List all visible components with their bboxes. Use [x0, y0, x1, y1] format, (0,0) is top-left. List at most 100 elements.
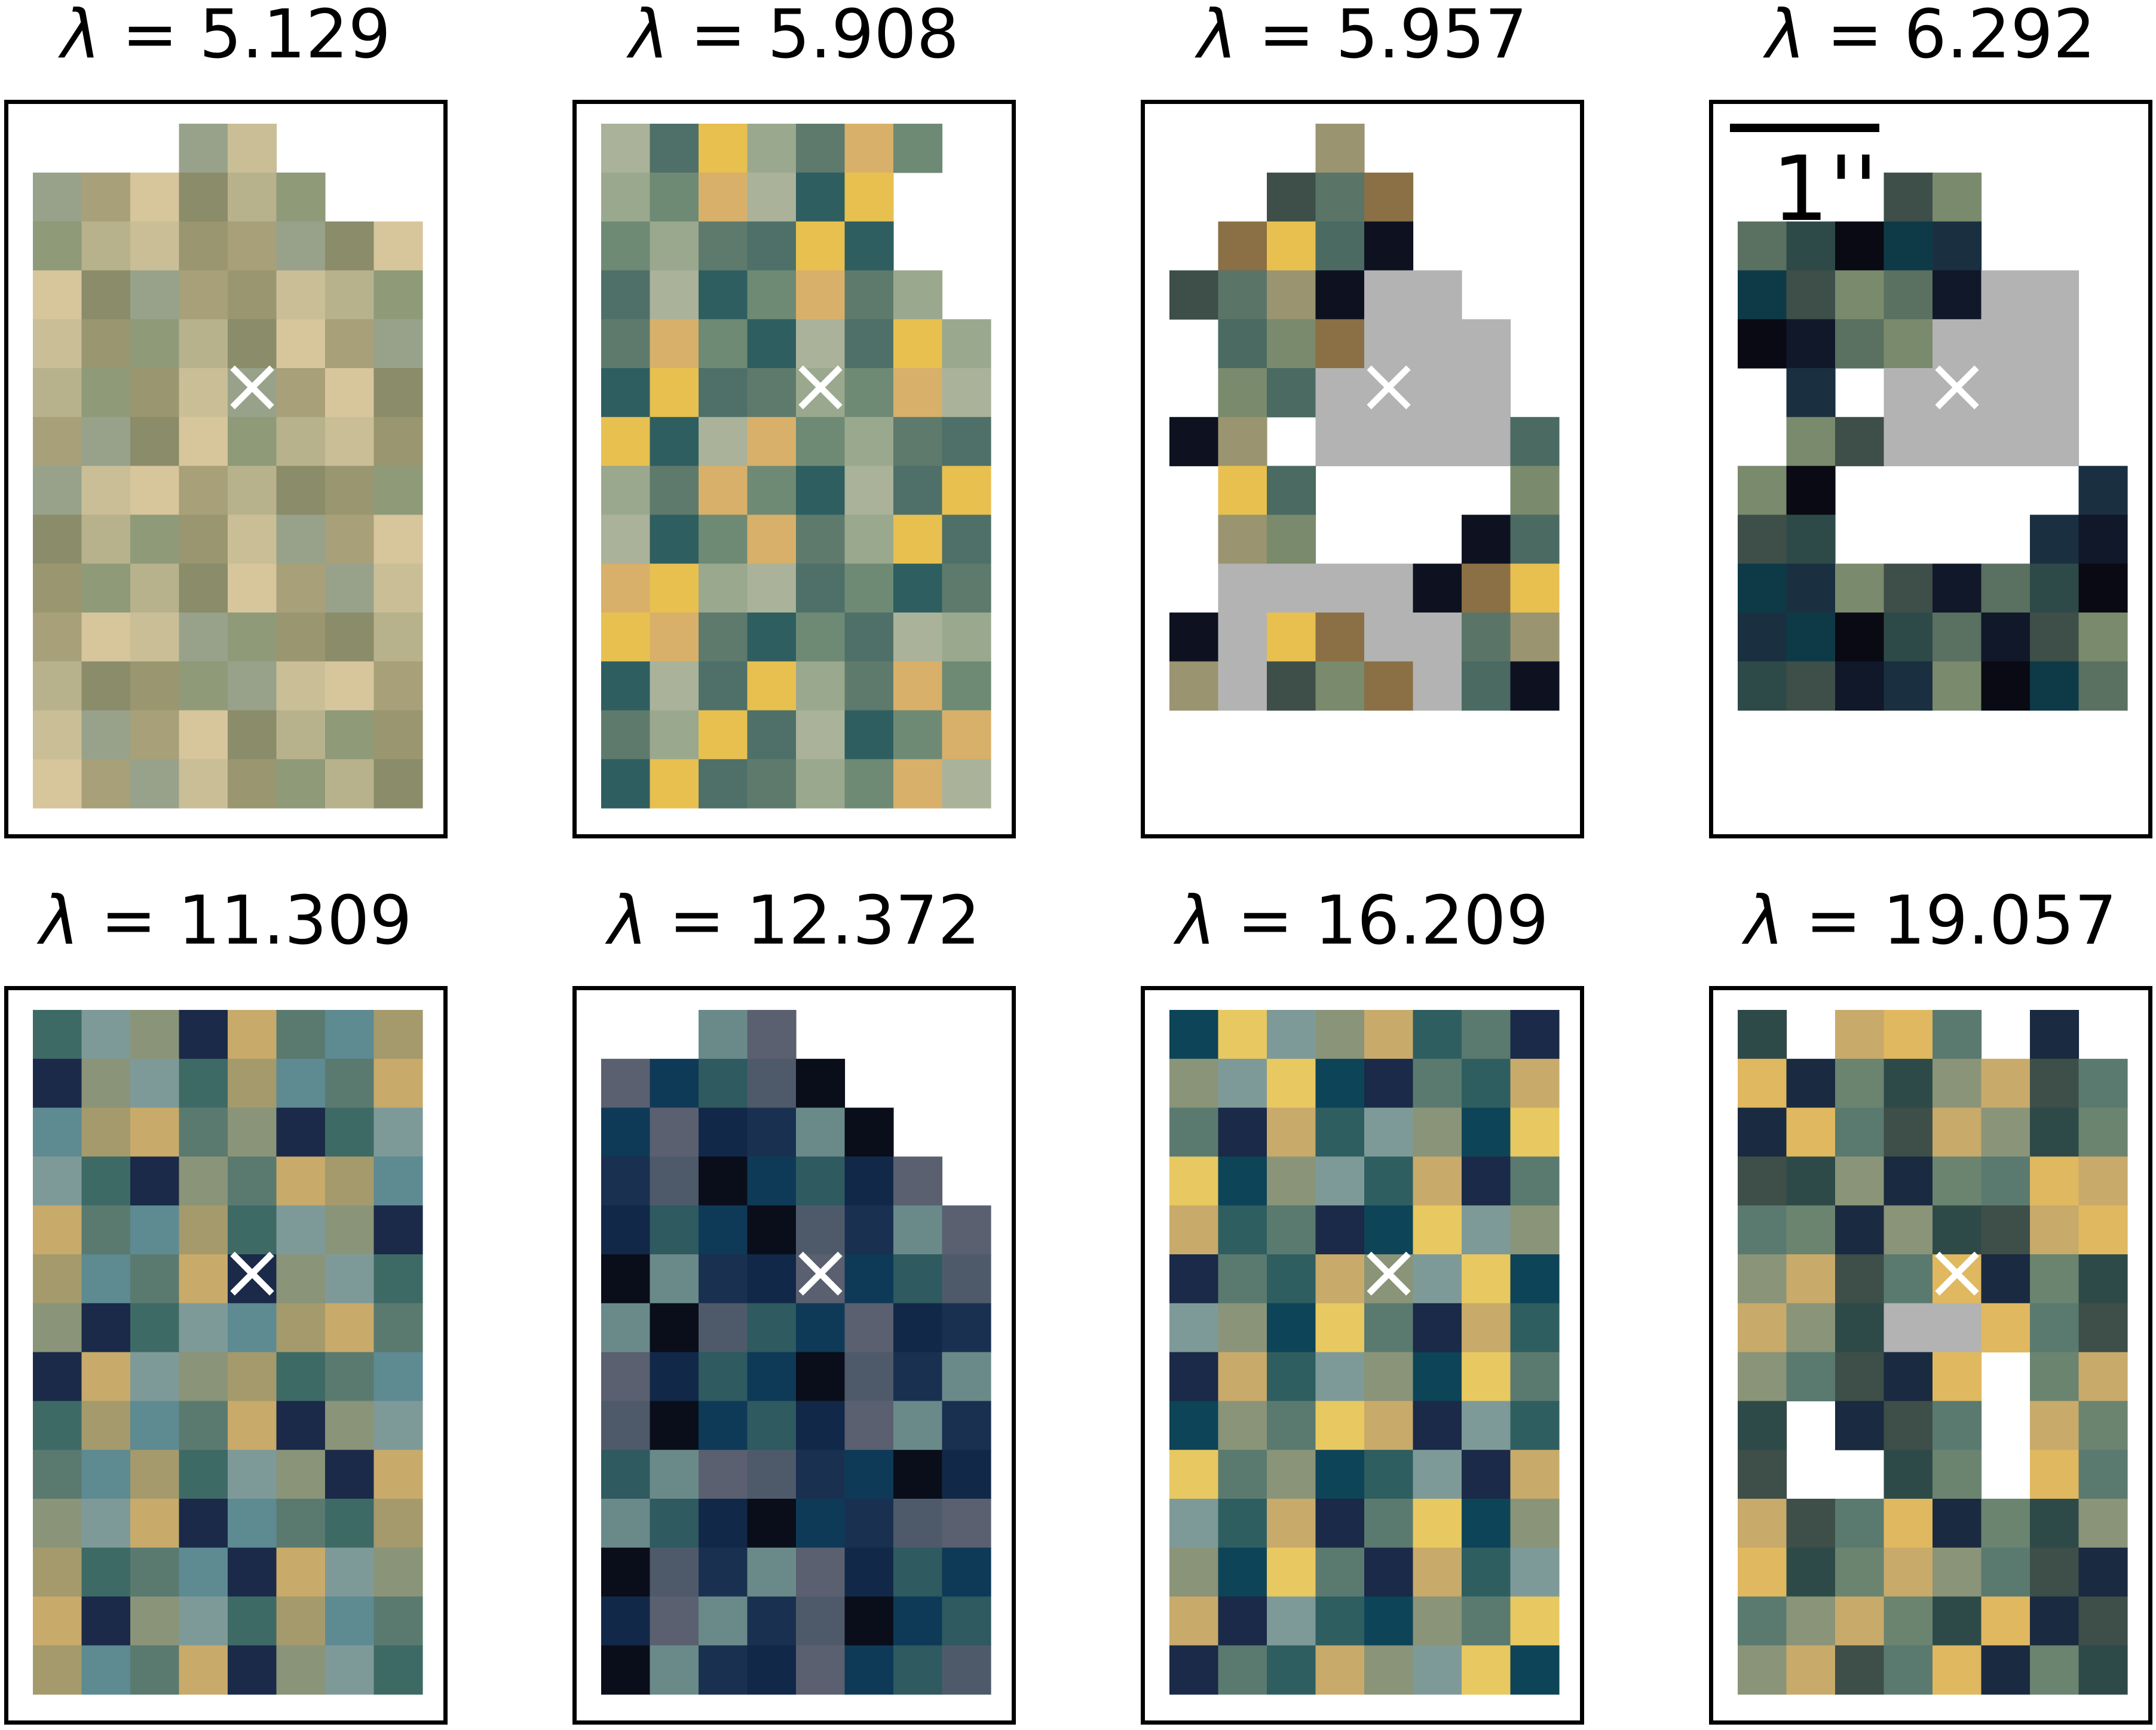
pixel-cell [276, 613, 326, 662]
pixel-cell [373, 613, 423, 662]
pixel-cell [130, 1450, 180, 1499]
pixel-cell [1933, 1156, 1982, 1206]
pixel-cell [81, 661, 131, 711]
pixel-cell [1510, 564, 1560, 613]
pixel-cell [747, 1010, 797, 1060]
pixel-cell [650, 1645, 699, 1695]
pixel-cell [33, 1645, 82, 1695]
pixel-cell [893, 1401, 943, 1450]
pixel-cell [1218, 1547, 1267, 1597]
pixel-cell [1933, 661, 1982, 711]
pixel-cell [325, 368, 375, 418]
pixel-cell [81, 1254, 131, 1304]
pixel-cell [1884, 319, 1933, 369]
pixel-cell [893, 613, 943, 662]
pixel-cell [1786, 1107, 1836, 1157]
pixel-cell [1218, 564, 1267, 613]
pixel-cell [1267, 1205, 1316, 1255]
pixel-cell [1267, 564, 1316, 613]
pixel-cell [1462, 1596, 1511, 1646]
pixel-cell [1738, 515, 1787, 564]
pixel-cell [1933, 1401, 1982, 1450]
pixel-cell [747, 417, 797, 467]
pixel-cell [1462, 1645, 1511, 1695]
pixel-cell [796, 221, 846, 271]
pixel-cell [601, 1499, 651, 1548]
pixel-cell [373, 1352, 423, 1401]
pixel-cell [796, 270, 846, 320]
pixel-cell [1218, 1303, 1267, 1353]
pixel-cell [942, 368, 991, 418]
pixel-cell [1510, 515, 1560, 564]
pixel-cell [601, 613, 651, 662]
lambda-value: 5.908 [767, 0, 959, 74]
pixel-cell [747, 1058, 797, 1109]
pixel-cell [179, 124, 228, 173]
pixel-cell [1462, 1352, 1511, 1401]
pixel-cell [1413, 270, 1462, 320]
pixel-cell [1218, 1107, 1267, 1157]
pixel-cell [1981, 1107, 2031, 1157]
pixel-cell [33, 1303, 82, 1353]
pixel-cell [1169, 1303, 1219, 1353]
pixel-cell [796, 564, 846, 613]
pixel-cell [1933, 1547, 1982, 1597]
pixel-cell [325, 1596, 375, 1646]
pixel-cell [650, 515, 699, 564]
pixel-cell [942, 466, 991, 515]
pixel-cell [1364, 1205, 1414, 1255]
pixel-cell [893, 319, 943, 369]
pixel-cell [228, 1010, 277, 1060]
pixel-cell [325, 319, 375, 369]
pixel-cell [276, 1010, 326, 1060]
pixel-cell [1267, 319, 1316, 369]
pixel-cell [1169, 270, 1219, 320]
pixel-cell [373, 1303, 423, 1353]
pixel-cell [1462, 564, 1511, 613]
pixel-cell [844, 1596, 894, 1646]
pixel-cell [844, 221, 894, 271]
lambda-value: 12.372 [746, 882, 981, 960]
pixel-cell [1267, 1401, 1316, 1450]
pixel-cell [1510, 661, 1560, 711]
pixel-cell [1510, 1156, 1560, 1206]
pixel-grid [1169, 1010, 1560, 1695]
pixel-cell [601, 221, 651, 271]
pixel-cell [1933, 1010, 1982, 1060]
pixel-cell [2030, 515, 2080, 564]
pixel-cell [699, 368, 748, 418]
panel-title: λ = 5.908 [572, 1, 1016, 68]
pixel-cell [1267, 221, 1316, 271]
pixel-cell [1786, 1058, 1836, 1109]
pixel-cell [1510, 1352, 1560, 1401]
pixel-cell [325, 1058, 375, 1109]
pixel-cell [893, 1450, 943, 1499]
pixel-cell [130, 466, 180, 515]
pixel-cell [601, 172, 651, 222]
pixel-cell [747, 172, 797, 222]
pixel-cell [1510, 613, 1560, 662]
pixel-cell [81, 564, 131, 613]
pixel-cell [1364, 1352, 1414, 1401]
pixel-cell [601, 710, 651, 760]
pixel-cell [228, 368, 277, 418]
pixel-cell [33, 1107, 82, 1157]
pixel-cell [796, 1107, 846, 1157]
pixel-cell [844, 759, 894, 809]
pixel-cell [1738, 1401, 1787, 1450]
pixel-cell [1315, 1401, 1365, 1450]
pixel-cell [1315, 270, 1365, 320]
pixel-cell [1267, 1352, 1316, 1401]
pixel-cell [1884, 1352, 1933, 1401]
pixel-cell [1835, 1401, 1885, 1450]
pixel-cell [747, 1596, 797, 1646]
pixel-cell [796, 1645, 846, 1695]
pixel-cell [228, 613, 277, 662]
pixel-cell [796, 466, 846, 515]
pixel-cell [228, 1596, 277, 1646]
pixel-cell [1315, 1499, 1365, 1548]
pixel-cell [1462, 661, 1511, 711]
pixel-cell [276, 515, 326, 564]
pixel-cell [1786, 1303, 1836, 1353]
pixel-cell [228, 1450, 277, 1499]
